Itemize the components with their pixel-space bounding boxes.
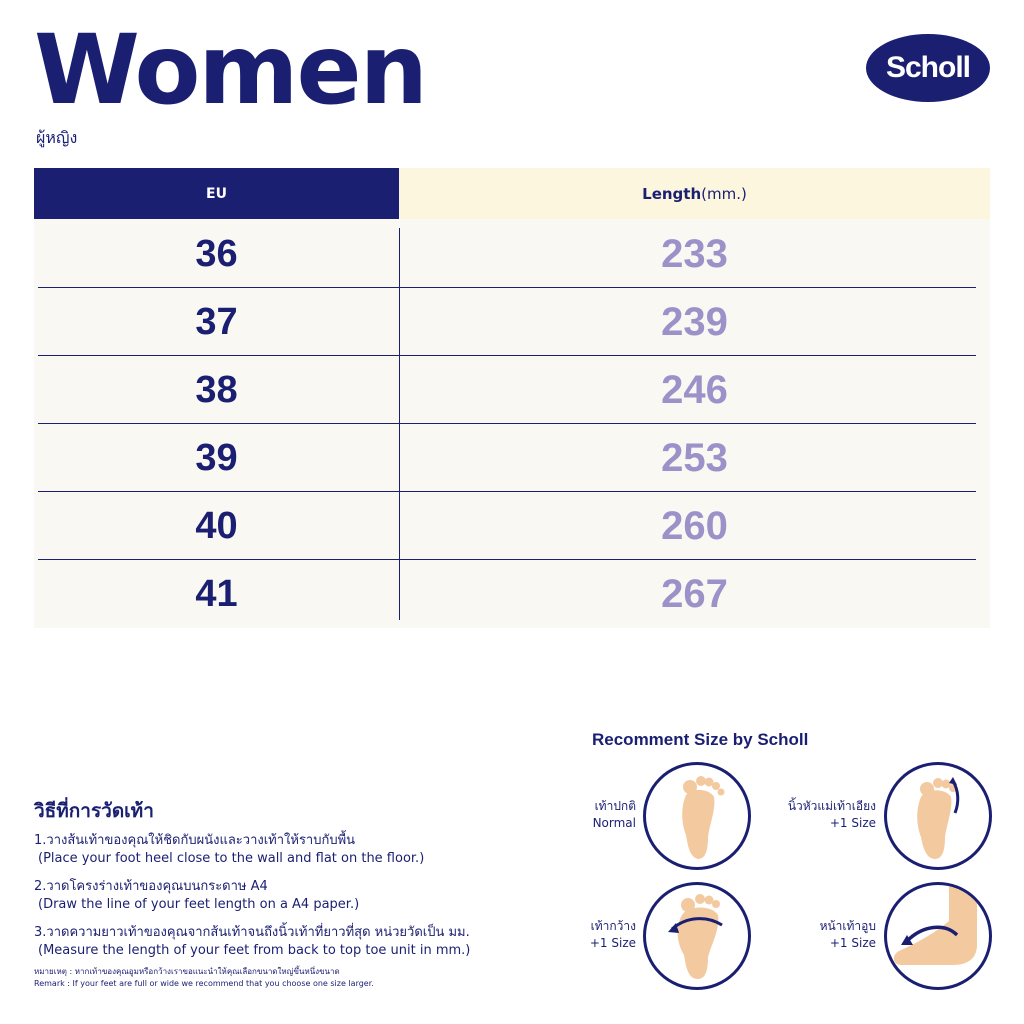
foot-type-english: +1 Size — [589, 936, 636, 950]
length-cell: 253 — [661, 435, 728, 480]
howto-step: 1.วางส้นเท้าของคุณให้ชิดกับผนังและวางเท้… — [34, 832, 424, 868]
step-thai: 2.วาดโครงร่างเท้าของคุณบนกระดาษ A4 — [34, 879, 268, 894]
length-column-header: Length (mm.) — [399, 168, 990, 219]
foot-type-label: นิ้วหัวแม่เท้าเอียง +1 Size — [760, 798, 876, 832]
table-row: 38 246 — [34, 356, 990, 424]
table-row: 41 267 — [34, 560, 990, 628]
remark-english: Remark : If your feet are full or wide w… — [34, 979, 374, 988]
howto-step: 2.วาดโครงร่างเท้าของคุณบนกระดาษ A4 (Draw… — [34, 878, 359, 914]
row-divider — [38, 559, 976, 560]
eu-size-cell: 37 — [195, 300, 238, 343]
eu-size-cell: 40 — [195, 504, 238, 547]
foot-type-label: เท้ากว้าง +1 Size — [560, 918, 636, 952]
step-english: (Draw the line of your feet length on a … — [38, 897, 360, 912]
eu-size-cell: 41 — [195, 572, 238, 615]
howto-step: 3.วาดความยาวเท้าของคุณจากส้นเท้าจนถึงนิ้… — [34, 924, 470, 960]
high-instep-foot-icon — [884, 882, 992, 990]
length-header-label: Length — [642, 184, 702, 203]
page-subtitle: ผู้หญิง — [36, 128, 78, 147]
recommend-title: Recomment Size by Scholl — [592, 730, 809, 749]
bunion-foot-icon — [884, 762, 992, 870]
foot-type-thai: เท้ากว้าง — [590, 919, 636, 933]
foot-type-english: +1 Size — [829, 936, 876, 950]
length-cell: 233 — [661, 231, 728, 276]
table-row: 39 253 — [34, 424, 990, 492]
foot-type-thai: หน้าเท้าอูบ — [819, 919, 876, 933]
length-cell: 239 — [661, 299, 728, 344]
step-english: (Measure the length of your feet from ba… — [38, 943, 471, 958]
eu-column-header: EU — [34, 168, 399, 219]
page-title: Women — [34, 14, 428, 126]
length-header-unit: (mm.) — [701, 184, 747, 203]
foot-type-thai: เท้าปกติ — [594, 799, 636, 813]
logo-text: Scholl — [885, 51, 971, 84]
step-english: (Place your foot heel close to the wall … — [38, 851, 425, 866]
eu-size-cell: 38 — [195, 368, 238, 411]
length-cell: 246 — [661, 367, 728, 412]
step-thai: 3.วาดความยาวเท้าของคุณจากส้นเท้าจนถึงนิ้… — [34, 925, 470, 940]
length-cell: 260 — [661, 503, 728, 548]
foot-type-label: หน้าเท้าอูบ +1 Size — [786, 918, 876, 952]
row-divider — [38, 287, 976, 288]
remark-thai: หมายเหตุ : หากเท้าของคุณอูมหรือกว้างเราข… — [34, 967, 340, 976]
size-table: EU Length (mm.) 36 233 37 239 38 246 39 2… — [34, 168, 990, 628]
wide-foot-icon — [643, 882, 751, 990]
step-thai: 1.วางส้นเท้าของคุณให้ชิดกับผนังและวางเท้… — [34, 833, 356, 848]
row-divider — [38, 491, 976, 492]
column-divider — [399, 228, 400, 620]
table-row: 40 260 — [34, 492, 990, 560]
foot-type-english: Normal — [592, 816, 636, 830]
table-row: 37 239 — [34, 288, 990, 356]
normal-foot-icon — [643, 762, 751, 870]
row-divider — [38, 355, 976, 356]
eu-size-cell: 36 — [195, 232, 238, 275]
row-divider — [38, 423, 976, 424]
howto-title: วิธีที่การวัดเท้า — [34, 800, 154, 822]
eu-size-cell: 39 — [195, 436, 238, 479]
scholl-logo: Scholl — [866, 34, 990, 102]
foot-type-thai: นิ้วหัวแม่เท้าเอียง — [787, 799, 876, 813]
table-row: 36 233 — [34, 220, 990, 288]
length-cell: 267 — [661, 571, 728, 616]
foot-type-label: เท้าปกติ Normal — [560, 798, 636, 832]
foot-type-english: +1 Size — [829, 816, 876, 830]
